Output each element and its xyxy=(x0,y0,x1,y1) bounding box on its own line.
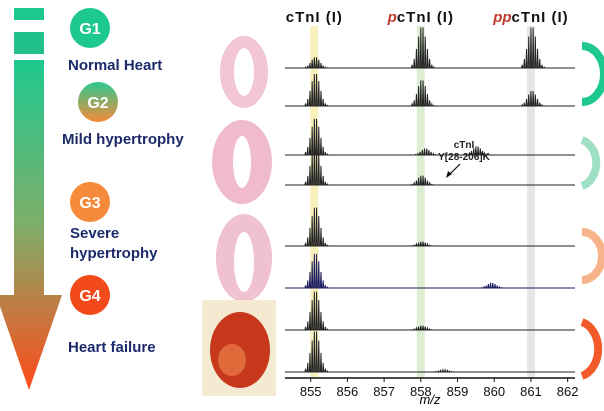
annotation: cTnI xyxy=(454,140,475,151)
spectrum-peak xyxy=(304,291,331,331)
x-tick-label: 858 xyxy=(410,384,432,399)
x-tick-label: 859 xyxy=(447,384,469,399)
group-label: Severe xyxy=(70,225,119,242)
x-tick-label: 857 xyxy=(373,384,395,399)
spectrum-peak xyxy=(410,175,437,186)
x-tick-label: 856 xyxy=(337,384,359,399)
group-label: hypertrophy xyxy=(70,245,158,262)
x-axis-label: m/z xyxy=(420,392,441,407)
group-label: Normal Heart xyxy=(68,57,162,74)
badge-text: G4 xyxy=(79,288,100,305)
spectrum-peak xyxy=(414,148,441,156)
peak-header: ppcTnI (I) xyxy=(492,9,569,26)
peak-prefix: p xyxy=(387,9,397,26)
peak-prefix: pp xyxy=(492,9,511,26)
spectrum-peak xyxy=(304,207,331,247)
x-tick-label: 862 xyxy=(557,384,579,399)
heart-images xyxy=(202,36,276,396)
badge xyxy=(70,275,110,315)
spectrum-peak xyxy=(304,118,331,156)
peak-header: cTnI (I) xyxy=(286,9,343,26)
badge-text: G2 xyxy=(87,95,108,112)
spectrum-peak xyxy=(410,325,437,331)
brackets xyxy=(580,42,604,380)
group-label: Mild hypertrophy xyxy=(62,131,184,148)
badge-text: G1 xyxy=(79,21,100,38)
spectrum-peak xyxy=(520,91,547,107)
badge xyxy=(78,82,118,122)
badge xyxy=(70,182,110,222)
spectrum-peak xyxy=(304,331,331,373)
spectrum-peak xyxy=(520,27,547,69)
trend-arrow xyxy=(0,8,62,390)
spectrum-peak xyxy=(480,282,507,289)
arrow-head xyxy=(446,171,452,178)
x-tick-label: 860 xyxy=(483,384,505,399)
peak-name: cTnI (I) xyxy=(397,9,454,26)
badge-text: G3 xyxy=(79,195,100,212)
peak-band xyxy=(526,26,535,378)
spectrum-peak xyxy=(304,74,331,107)
x-tick-label: 861 xyxy=(520,384,542,399)
peak-header: pcTnI (I) xyxy=(387,9,454,26)
peak-band xyxy=(310,26,319,378)
annotation: Y[28-206]K xyxy=(438,152,490,163)
peak-band xyxy=(416,26,425,378)
peak-name: cTnI (I) xyxy=(286,9,343,26)
badge xyxy=(70,8,110,48)
x-tick-label: 855 xyxy=(300,384,322,399)
spectrum-peak xyxy=(465,146,492,156)
spectrum-peak xyxy=(304,253,331,289)
spectrum-peak xyxy=(410,80,437,107)
peak-name: cTnI (I) xyxy=(512,9,569,26)
spectrum-peak xyxy=(410,27,437,69)
spectrum-peak xyxy=(304,144,331,186)
spectrum-peak xyxy=(410,241,437,247)
group-label: Heart failure xyxy=(68,339,156,356)
spectrum-peak xyxy=(432,368,459,373)
spectrum-peak xyxy=(304,57,331,69)
